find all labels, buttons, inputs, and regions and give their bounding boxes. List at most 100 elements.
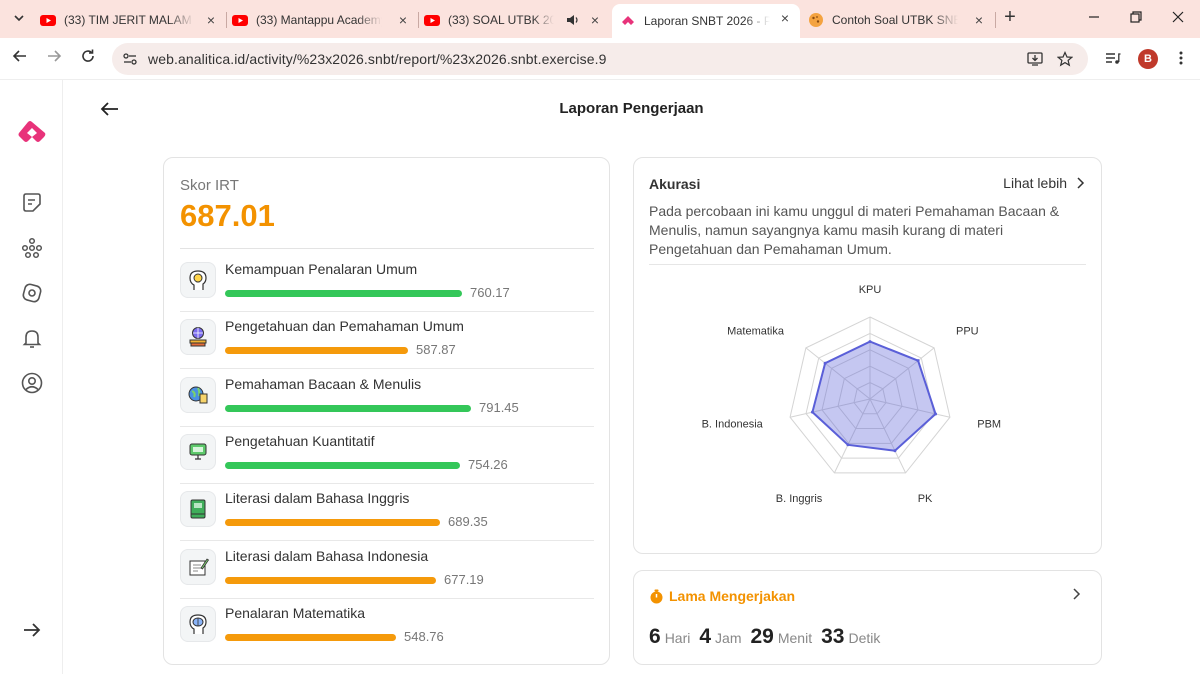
monitor-icon — [180, 433, 216, 470]
tab-close-button[interactable]: × — [590, 12, 600, 28]
app-main: Laporan Pengerjaan Skor IRT 687.01 Kemam… — [63, 80, 1200, 674]
tab-separator — [995, 12, 996, 28]
browser-tab-5[interactable]: Contoh Soal UTBK SNBT × — [808, 6, 994, 34]
accuracy-title: Akurasi — [649, 176, 701, 192]
notes-icon[interactable] — [20, 191, 44, 215]
tab-close-button[interactable]: × — [780, 10, 790, 26]
user-profile-icon[interactable] — [20, 371, 44, 395]
divider — [180, 368, 594, 370]
youtube-icon — [424, 15, 440, 26]
green-book-icon — [180, 491, 216, 528]
browser-tab-3[interactable]: (33) SOAL UTBK 2025 × — [424, 6, 610, 34]
bell-icon[interactable] — [20, 326, 44, 350]
days-value: 6 — [649, 625, 661, 648]
speaker-icon[interactable] — [566, 13, 580, 27]
tab-search-button[interactable] — [8, 7, 30, 29]
score-bar — [225, 576, 436, 584]
subject-score: 760.17 — [470, 285, 510, 300]
reading-globe-icon — [180, 376, 216, 413]
radar-data-point — [823, 361, 827, 365]
tab-title: Laporan SNBT 2026 - Para — [644, 14, 770, 28]
subject-row: Literasi dalam Bahasa Inggris 689.35 — [180, 484, 594, 542]
youtube-icon — [40, 15, 56, 26]
subject-row: Penalaran Matematika 548.76 — [180, 599, 594, 656]
accuracy-card: Akurasi Lihat lebih Pada percobaan ini k… — [633, 157, 1102, 554]
restore-icon — [1130, 11, 1142, 23]
subject-row: Literasi dalam Bahasa Indonesia 677.19 — [180, 542, 594, 599]
subject-score: 689.35 — [448, 514, 488, 530]
media-controls-button[interactable] — [1104, 50, 1122, 68]
subject-name: Literasi dalam Bahasa Inggris — [225, 490, 410, 507]
radar-axis-line — [869, 347, 935, 400]
duration-title: Lama Mengerjakan — [669, 588, 796, 604]
chevron-right-icon[interactable] — [1069, 587, 1083, 601]
bookmark-button[interactable] — [1056, 51, 1074, 69]
radar-data-point — [846, 443, 850, 447]
analitica-icon — [622, 16, 634, 25]
back-arrow-icon[interactable] — [99, 98, 121, 120]
accuracy-description: Pada percobaan ini kamu unggul di materi… — [649, 203, 1060, 257]
score-bar — [225, 404, 471, 412]
site-settings-icon[interactable] — [122, 51, 138, 67]
minimize-button[interactable] — [1080, 6, 1108, 30]
arrow-left-icon — [12, 50, 26, 62]
browser-menu-button[interactable] — [1172, 50, 1190, 68]
explore-icon[interactable] — [20, 281, 44, 305]
close-window-button[interactable] — [1164, 6, 1192, 30]
subject-score: 754.26 — [468, 456, 508, 472]
url-text[interactable]: web.analitica.id/activity/%23x2026.snbt/… — [148, 51, 607, 67]
community-icon[interactable] — [20, 236, 44, 260]
browser-tab-strip: (33) TIM JERIT MALAM DI × (33) Mantappu … — [0, 0, 1200, 38]
browser-tab-1[interactable]: (33) TIM JERIT MALAM DI × — [40, 6, 226, 34]
browser-tab-2[interactable]: (33) Mantappu Academy × — [232, 6, 418, 34]
score-value: 687.01 — [180, 198, 275, 233]
back-button[interactable] — [8, 47, 32, 71]
expand-sidebar-icon[interactable] — [20, 618, 44, 642]
score-bar — [225, 633, 396, 641]
see-more-label: Lihat lebih — [1003, 175, 1067, 191]
lightbulb-head-icon — [180, 262, 216, 298]
tab-close-button[interactable]: × — [974, 12, 984, 28]
browser-toolbar: web.analitica.id/activity/%23x2026.snbt/… — [0, 38, 1200, 80]
install-icon — [1027, 52, 1043, 66]
tab-title: (33) Mantappu Academy — [256, 13, 382, 27]
brain-head-icon — [180, 605, 216, 642]
restore-button[interactable] — [1122, 6, 1150, 30]
install-app-button[interactable] — [1026, 51, 1044, 69]
tab-close-button[interactable]: × — [398, 12, 408, 28]
subject-name: Penalaran Matematika — [225, 604, 366, 621]
subject-score: 677.19 — [444, 571, 484, 587]
profile-avatar[interactable]: B — [1138, 49, 1158, 69]
seconds-value: 33 — [821, 625, 845, 648]
tab-close-button[interactable]: × — [206, 12, 216, 28]
radar-axis-line — [789, 398, 871, 418]
divider — [180, 540, 594, 542]
minutes-value: 29 — [750, 625, 774, 648]
duration-card[interactable]: Lama Mengerjakan 6 Hari 4 Jam 29 Menit 3… — [633, 570, 1102, 665]
divider — [180, 311, 594, 312]
score-bar — [225, 519, 440, 527]
subject-name: Pemahaman Bacaan & Menulis — [225, 375, 422, 392]
subject-row: Kemampuan Penalaran Umum 760.17 — [180, 255, 594, 312]
subject-name: Kemampuan Penalaran Umum — [225, 261, 418, 277]
divider — [649, 264, 1086, 265]
browser-tab-4-active[interactable]: Laporan SNBT 2026 - Para × — [612, 4, 800, 38]
radar-data-point — [916, 359, 920, 363]
subject-row: Pengetahuan Kuantitatif 754.26 — [180, 427, 594, 484]
address-bar[interactable]: web.analitica.id/activity/%23x2026.snbt/… — [112, 43, 1088, 75]
new-tab-button[interactable]: + — [1004, 6, 1016, 28]
tab-separator — [418, 12, 419, 28]
duration-title-row: Lama Mengerjakan — [649, 588, 795, 604]
reload-button[interactable] — [76, 47, 100, 71]
reload-icon — [82, 49, 94, 62]
playlist-icon — [1106, 53, 1121, 64]
forward-button[interactable] — [42, 47, 66, 71]
divider — [180, 425, 594, 427]
cookie-icon — [809, 13, 823, 27]
analitica-logo-icon[interactable] — [17, 118, 47, 144]
page-title: Laporan Pengerjaan — [559, 100, 704, 117]
radar-data-point — [934, 412, 938, 416]
score-card: Skor IRT 687.01 Kemampuan Penalaran Umum… — [163, 157, 610, 665]
divider — [180, 248, 594, 249]
see-more-link[interactable]: Lihat lebih — [1003, 175, 1087, 191]
